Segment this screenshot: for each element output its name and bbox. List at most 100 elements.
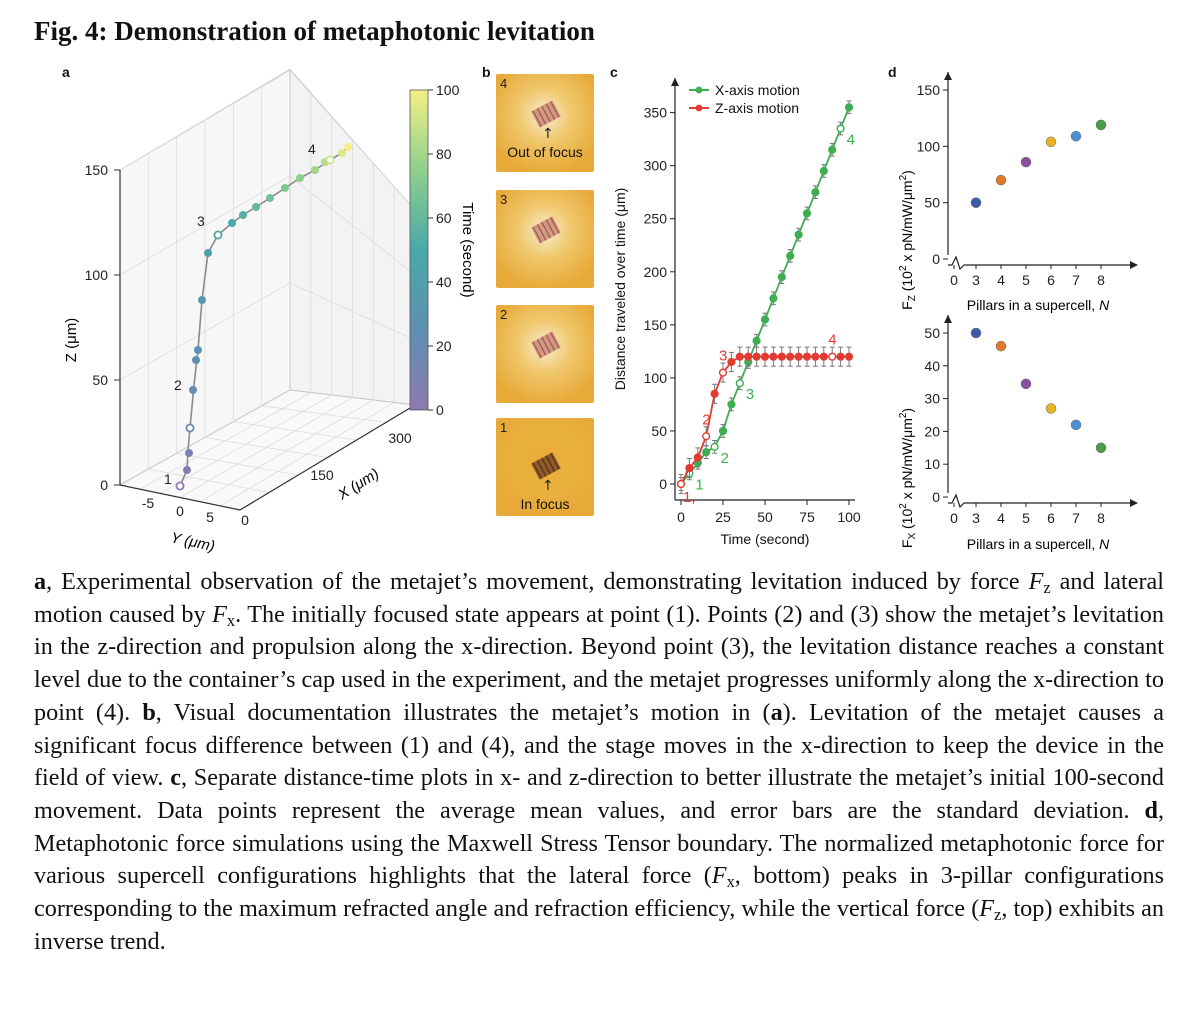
data-point (744, 352, 753, 361)
data-point (777, 352, 786, 361)
marker-label: 1, (683, 489, 696, 506)
data-point (727, 357, 736, 367)
trajectory-point (238, 210, 247, 219)
trajectory-point (310, 166, 319, 175)
tile-number: 2 (500, 307, 508, 322)
arrow-up-icon: ↑ (542, 126, 554, 142)
x-tick: 300 (388, 430, 412, 446)
trajectory-point (193, 345, 202, 354)
panel-c-letter: c (610, 64, 618, 80)
colorbar-tick: 60 (436, 210, 452, 226)
data-point (718, 426, 728, 436)
y-tick-label: 150 (917, 82, 941, 98)
y-tick-label: 50 (651, 423, 667, 439)
x-tick-label: 5 (1022, 272, 1030, 288)
x-tick-label: 3 (972, 510, 980, 526)
trajectory-point (213, 230, 223, 240)
data-point (752, 336, 761, 345)
data-point (1045, 403, 1057, 414)
data-point (844, 352, 854, 361)
metajet-chip (531, 100, 561, 128)
point-label: 3 (197, 213, 205, 229)
trajectory-point (343, 143, 352, 152)
image-tile-3: 3 (496, 190, 594, 288)
data-point (786, 251, 795, 260)
x-axis-ticks: 150 300 (310, 430, 412, 483)
trajectory-points (175, 143, 352, 491)
data-point (1095, 119, 1107, 131)
data-point (802, 209, 812, 218)
colorbar (409, 89, 429, 411)
z-axis-ticks: 0 50 100 150 (85, 162, 120, 493)
image-tile-2: 2 (496, 305, 594, 403)
data-point (702, 432, 711, 441)
x-axis-arrow-icon (1130, 261, 1138, 269)
y-tick-label: 300 (644, 158, 668, 174)
tile-number: 1 (500, 420, 508, 435)
data-point (1070, 419, 1082, 431)
x-tick-label: 8 (1097, 272, 1105, 288)
data-point (693, 453, 702, 462)
z-axis-label: Z (μm) (63, 318, 80, 362)
marker-label: 1 (695, 476, 703, 493)
panel-a-letter: a (62, 64, 70, 80)
data-point (819, 166, 828, 176)
data-point (836, 124, 845, 133)
x-tick-label: 6 (1047, 510, 1055, 526)
y-tick: -5 (142, 495, 155, 511)
image-tile-4: 4 ↑ Out of focus (496, 74, 594, 172)
y-tick-label: 20 (924, 423, 940, 439)
data-point (995, 340, 1007, 352)
metajet-chip (531, 216, 561, 244)
trajectory-point (185, 448, 194, 457)
y-tick-label: 150 (644, 317, 668, 333)
data-point (777, 272, 786, 282)
data-point (970, 327, 982, 339)
y-tick-label: 350 (644, 105, 668, 121)
metajet-chip (531, 331, 561, 359)
x-tick-label: 3 (972, 272, 980, 288)
x-tick-label: 100 (837, 509, 861, 525)
y-tick-label: 0 (659, 476, 667, 492)
y-axis-arrow-icon (944, 72, 952, 80)
axes-box (118, 68, 417, 511)
trajectory-point (280, 184, 289, 193)
z-tick: 100 (85, 267, 109, 283)
data-point (710, 442, 719, 451)
data-point (1020, 378, 1032, 390)
colorbar-ticks: 0 20 40 60 80 100 (428, 82, 460, 418)
data-point (786, 352, 795, 361)
trajectory-point (251, 202, 260, 211)
z-tick: 0 (100, 477, 108, 493)
trajectory-point (295, 174, 304, 183)
tile-caption: Out of focus (507, 144, 583, 160)
panel-b-letter: b (482, 64, 491, 80)
x-tick-label: 5 (1022, 510, 1030, 526)
x-tick: 150 (310, 467, 334, 483)
data-point (752, 352, 761, 361)
trajectory-point (325, 155, 335, 165)
x-tick-label: 0 (950, 510, 958, 526)
data-point (811, 188, 820, 197)
trajectory-point (175, 481, 185, 491)
y-tick-label: 100 (644, 370, 668, 386)
data-point (685, 463, 694, 473)
y-tick-label: 250 (644, 211, 668, 227)
x-tick-label: 50 (757, 509, 773, 525)
y-tick-label: 0 (932, 251, 940, 267)
figure-caption: a, Experimental observation of the metaj… (34, 568, 1165, 955)
y-tick-label: 40 (924, 358, 940, 374)
x-tick-label: 4 (997, 272, 1005, 288)
arrow-up-icon: ↑ (542, 478, 554, 494)
d-bottom-ylabel: FX (102 x pN/mW/μm2) (898, 408, 918, 548)
x-axis-break (948, 255, 1130, 271)
data-point (794, 352, 803, 361)
data-point (727, 400, 736, 409)
data-point (794, 230, 803, 239)
data-point (735, 379, 744, 388)
y-axis-label: Distance traveled over time (μm) (612, 188, 628, 391)
x-axis-break (948, 493, 1130, 509)
marker-label: 3 (746, 386, 754, 403)
marker-label: 3 (719, 348, 727, 365)
y-tick: 0 (241, 512, 249, 528)
